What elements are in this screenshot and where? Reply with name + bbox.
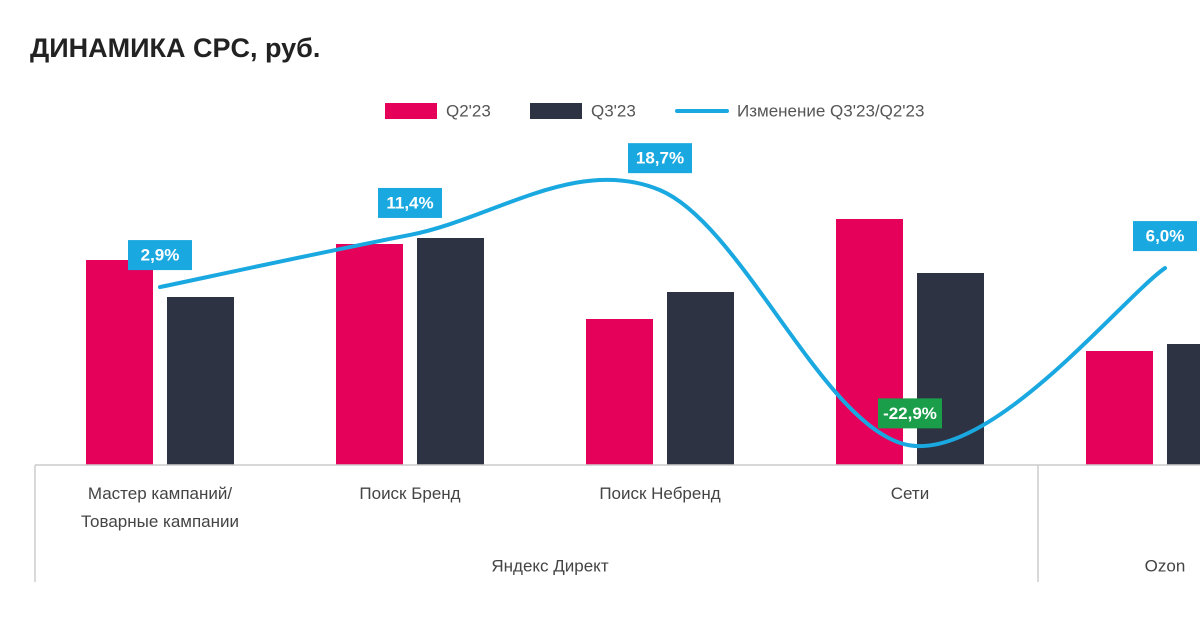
data-label-box: [878, 398, 942, 429]
x-tick-label: Поиск Небренд: [599, 484, 721, 503]
data-label-box: [628, 143, 692, 174]
legend-swatch: [385, 103, 437, 119]
bar: [586, 319, 653, 465]
legend-swatch: [530, 103, 582, 119]
bar: [917, 273, 984, 465]
data-label: 2,9%: [141, 246, 180, 265]
group-label: Ozon: [1145, 556, 1186, 575]
line: [158, 177, 1167, 449]
bar: [417, 238, 484, 465]
data-label-box: [1133, 221, 1197, 252]
legend-label: Q2'23: [446, 101, 491, 120]
data-label-box: [128, 240, 192, 271]
bar: [1086, 351, 1153, 465]
data-label: 6,0%: [1146, 227, 1185, 246]
data-label: -22,9%: [883, 404, 937, 423]
legend-label: Изменение Q3'23/Q2'23: [737, 101, 924, 120]
bar: [167, 297, 234, 465]
x-tick-label: Поиск Бренд: [359, 484, 461, 503]
legend-label: Q3'23: [591, 101, 636, 120]
bar: [336, 244, 403, 465]
data-label-box: [378, 187, 442, 218]
x-tick-label: Мастер кампаний/ Товарные кампании: [80, 484, 240, 531]
x-tick-label: Сети: [890, 484, 930, 503]
bar: [86, 260, 153, 465]
chart-title: ДИНАМИКА CPC, руб.: [30, 33, 320, 63]
group-label: Яндекс Директ: [491, 556, 608, 575]
data-label: 18,7%: [636, 149, 684, 168]
data-label: 11,4%: [386, 193, 433, 212]
bar: [1167, 344, 1200, 465]
bar: [667, 292, 734, 465]
